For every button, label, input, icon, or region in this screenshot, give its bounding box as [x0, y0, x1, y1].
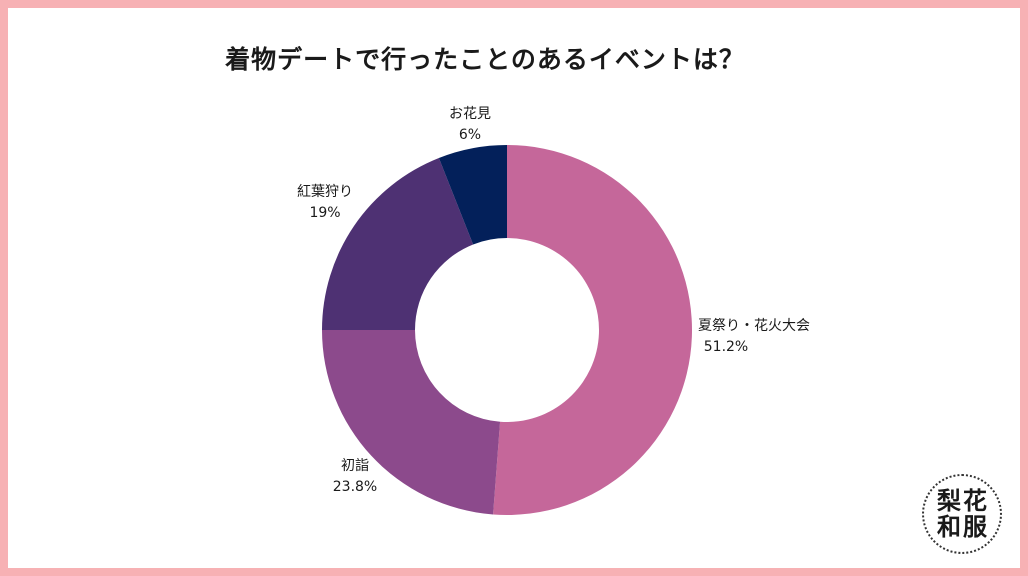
logo-char: 花 [963, 486, 987, 515]
slice-labels: 夏祭り・花火大会 51.2% 初詣 23.8% 紅葉狩り 19% お花見 6% [297, 106, 810, 495]
donut-slices [322, 145, 692, 515]
logo-char: 梨 [937, 486, 961, 515]
donut-slice [493, 145, 692, 515]
slice-value-label: 19% [309, 205, 340, 221]
slice-category-label: 夏祭り・花火大会 [698, 318, 810, 334]
slice-value-label: 51.2% [704, 339, 748, 355]
logo-char: 和 [937, 512, 961, 541]
chart-title: 着物デートで行ったことのあるイベントは？ [225, 45, 745, 74]
donut-slice [322, 330, 501, 515]
logo-char: 服 [963, 512, 987, 541]
brand-logo: 梨 花 和 服 [922, 474, 1002, 554]
slice-value-label: 23.8% [333, 479, 377, 495]
donut-slice [438, 145, 507, 245]
slice-category-label: お花見 [449, 106, 491, 122]
slice-category-label: 初詣 [341, 457, 369, 474]
donut-slice [322, 157, 474, 330]
slice-value-label: 6% [459, 127, 481, 143]
slice-category-label: 紅葉狩り [297, 184, 353, 200]
